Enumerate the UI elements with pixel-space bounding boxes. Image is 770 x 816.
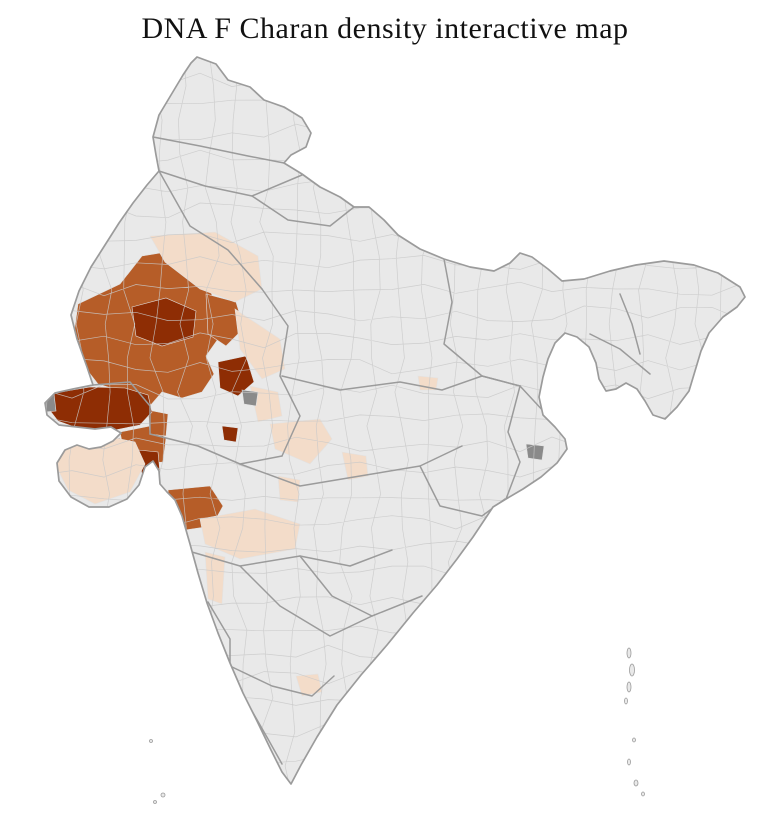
density-regions [40, 231, 545, 697]
density-region[interactable] [341, 451, 369, 481]
density-region[interactable] [204, 551, 226, 605]
page-title: DNA F Charan density interactive map [141, 12, 629, 45]
density-region[interactable] [47, 386, 153, 432]
andaman-island [626, 681, 632, 693]
andaman-island [624, 697, 628, 705]
density-region[interactable] [241, 389, 259, 407]
nicobar-island [632, 737, 636, 743]
lakshadweep-island [149, 739, 153, 743]
density-region[interactable] [131, 297, 197, 347]
density-region[interactable] [221, 425, 239, 443]
density-region[interactable] [149, 231, 263, 303]
density-region[interactable] [217, 355, 255, 397]
density-region[interactable] [143, 477, 161, 499]
india-map[interactable] [0, 46, 770, 810]
density-region[interactable] [147, 501, 171, 540]
density-region[interactable] [234, 308, 286, 380]
andaman-island [626, 647, 632, 659]
islands [149, 647, 645, 804]
lakshadweep-island [153, 800, 157, 804]
nicobar-island [627, 758, 631, 766]
nicobar-island [633, 779, 639, 787]
andaman-island [629, 663, 635, 677]
lakshadweep-island [160, 792, 166, 798]
india-outline [44, 56, 746, 785]
density-region[interactable] [525, 443, 545, 461]
nicobar-island [641, 791, 645, 797]
density-region[interactable] [40, 393, 57, 413]
